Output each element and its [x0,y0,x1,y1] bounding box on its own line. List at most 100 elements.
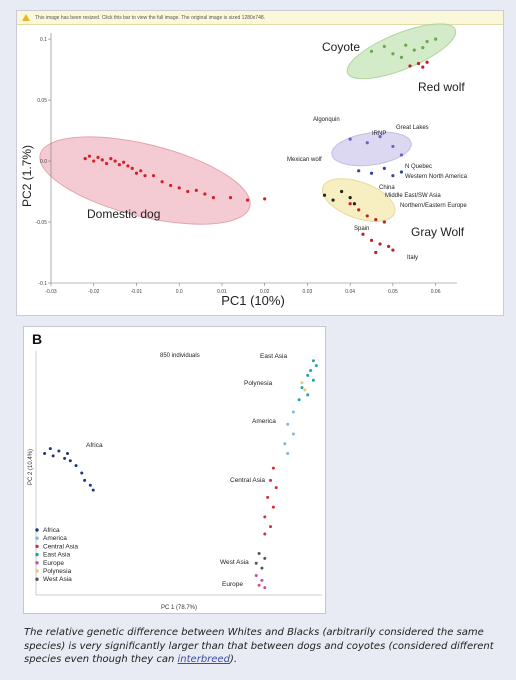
x-tick-label: 0.03 [303,289,313,295]
data-point [399,153,404,157]
data-point [74,464,78,468]
data-point [391,52,395,56]
region-label: America [252,418,276,425]
region-label: Africa [86,442,103,449]
x-tick-label: 0.06 [431,289,441,295]
data-point [211,196,215,200]
data-point [399,170,404,174]
data-point [83,157,87,161]
data-point [186,189,190,194]
data-point [399,55,404,59]
data-point [88,483,92,487]
interbreed-link[interactable]: interbreed [177,654,230,665]
data-point [391,174,395,178]
data-point [263,556,267,560]
data-point [283,442,287,446]
region-label: Central Asia [230,477,265,484]
data-point [48,447,52,451]
legend-marker [35,577,39,581]
data-point [357,169,361,173]
data-point [91,488,95,492]
data-point [274,486,278,490]
data-point [322,193,327,197]
data-point [421,46,425,50]
data-point [365,214,369,218]
resize-notice-bar[interactable]: This image has been resized. Click this … [17,11,503,25]
legend-label: Europe [43,560,64,567]
region-label: East Asia [260,353,287,360]
panel-b-label: B [32,331,42,347]
data-point [309,369,313,373]
data-point [300,381,304,385]
data-point [348,196,352,200]
data-point [122,160,126,164]
data-point [365,141,369,145]
legend-label: America [43,535,67,542]
data-point [331,198,335,202]
data-point [92,159,96,163]
caption-tail: ). [229,654,238,665]
data-point [194,188,198,192]
group-label: China [379,185,395,191]
data-point [87,154,92,158]
group-label: Gray Wolf [411,225,465,239]
group-label: Northern/Eastern Europe [400,203,467,209]
data-point [245,198,250,202]
data-point [382,220,386,224]
legend-marker [35,528,39,532]
data-point [263,197,267,201]
data-point [126,164,130,168]
warning-icon [22,14,30,21]
data-point [254,561,258,565]
data-point [117,163,121,167]
data-point [263,586,267,590]
data-point [378,242,382,246]
data-point [269,525,273,529]
data-point [134,171,139,175]
data-point [340,189,344,194]
x-tick-label: 0.0 [176,289,183,295]
data-point [314,364,318,368]
data-point [416,61,421,66]
group-label: Western North America [405,174,468,180]
legend-label: Polynesia [43,568,72,575]
legend-marker [35,552,39,557]
data-point [291,432,295,436]
x-tick-label: 0.01 [217,289,227,295]
data-point [57,449,61,453]
data-point [151,174,156,178]
x-tick-label: -0.03 [45,289,57,295]
data-point [83,478,87,482]
data-point [391,248,395,252]
data-point [348,202,352,206]
caption-text: The relative genetic difference between … [24,627,494,665]
x-tick-label: 0.04 [345,289,355,295]
data-point [143,174,147,178]
data-point [369,171,374,175]
y-tick-label: -0.05 [36,220,48,226]
data-point [434,37,438,41]
data-point [266,495,270,499]
legend-label: East Asia [43,552,70,559]
data-point [382,44,386,49]
data-point [65,451,69,455]
data-point [297,398,301,402]
data-point [63,456,67,460]
legend-marker [35,544,39,549]
data-point [421,65,425,69]
data-point [260,566,264,570]
data-point [254,573,258,577]
data-point [408,64,412,68]
data-point [303,388,307,392]
x-tick-label: -0.01 [131,289,143,295]
group-label: Spain [354,226,369,232]
old-world-ellipse [321,178,396,222]
data-point [374,217,378,222]
data-point [260,578,264,582]
data-point [271,466,275,470]
y-tick-label: -0.1 [38,281,47,287]
data-point [257,583,261,587]
group-label: Middle East/SW Asia [385,193,441,199]
data-point [291,410,295,414]
coyote-ellipse [346,23,457,80]
